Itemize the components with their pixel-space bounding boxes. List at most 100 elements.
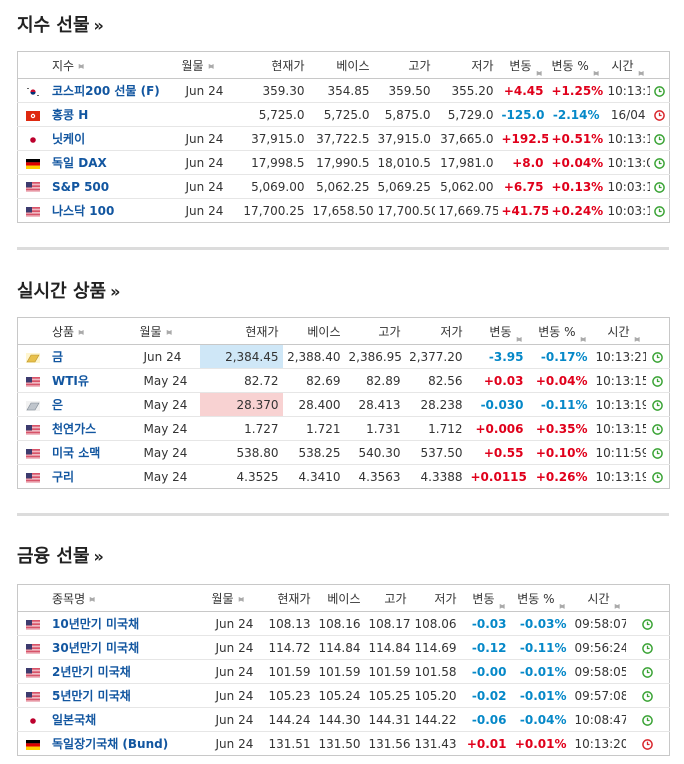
instrument-link[interactable]: 나스닥 100 — [52, 204, 115, 218]
table-row[interactable]: 독일장기국채 (Bund) Jun 24 131.51 131.50 131.56 131… — [18, 732, 670, 756]
update-time: 10:13:19 — [591, 392, 646, 417]
sort-icon[interactable]: ▲▼ — [558, 603, 566, 604]
clock-cell — [649, 102, 670, 127]
column-header-6[interactable]: 변동 ▲▼ — [460, 584, 511, 612]
instrument-link[interactable]: S&P 500 — [52, 179, 110, 194]
section-title-text[interactable]: 지수 선물 — [17, 15, 90, 36]
section-title-text[interactable]: 실시간 상품 — [17, 281, 107, 302]
sort-icon[interactable]: ▲▼ — [613, 603, 621, 604]
column-header-4[interactable]: 고가 — [373, 51, 435, 79]
column-header-0[interactable]: 상품 ▲▼ — [17, 317, 136, 345]
instrument-cell: 독일장기국채 (Bund) — [18, 732, 208, 756]
section-title-index-futures[interactable]: 지수 선물» — [17, 14, 669, 38]
column-header-0[interactable]: 종목명 ▲▼ — [17, 584, 208, 612]
sort-icon[interactable]: ▲▼ — [89, 596, 97, 597]
table-row[interactable]: 30년만기 미국채 Jun 24 114.72 114.84 114.84 114.69-… — [17, 635, 670, 660]
high-price: 540.30 — [344, 440, 405, 465]
section-title-text[interactable]: 금융 선물 — [17, 546, 90, 567]
instrument-link[interactable]: 일본국채 — [52, 713, 97, 727]
table-row[interactable]: 구리 May 24 4.3525 4.3410 4.3563 4.3388 +0.0115 +… — [18, 465, 670, 489]
us-flag-icon — [26, 619, 40, 630]
instrument-link[interactable]: 독일장기국채 (Bund) — [52, 737, 169, 751]
column-header-5[interactable]: 저가 — [404, 317, 467, 345]
instrument-link[interactable]: 10년만기 미국채 — [52, 617, 140, 631]
table-row[interactable]: 나스닥 100 Jun 24 17,700.25 17,658.50 17,700.50… — [18, 199, 670, 223]
update-time: 10:13:15 — [591, 416, 646, 441]
more-arrow-icon[interactable]: » — [93, 16, 104, 35]
column-header-4[interactable]: 고가 — [344, 317, 405, 345]
table-row[interactable]: 2년만기 미국채 Jun 24 101.59 101.59 101.59 101.58 -0… — [17, 659, 670, 684]
change-percent: -0.11% — [510, 635, 571, 660]
update-time: 10:03:17 — [607, 203, 650, 218]
column-header-8[interactable]: 시간 ▲▼ — [591, 317, 646, 345]
instrument-link[interactable]: 천연가스 — [52, 422, 97, 436]
commodities-table: 상품 ▲▼ 월물 ▲▼ 현재가 베이스 고가 저가 변동 ▲▼ 변동 % ▲▼ 시간 ▲▼ 금 Jun 24 2… — [17, 317, 670, 489]
instrument-link[interactable]: 금 — [52, 350, 64, 364]
column-header-label: 저가 — [440, 324, 463, 339]
table-row[interactable]: 천연가스 May 24 1.727 1.721 1.731 1.712 +0.006 +0.3… — [17, 416, 670, 441]
sort-icon[interactable]: ▲▼ — [535, 70, 543, 71]
sort-icon[interactable]: ▲▼ — [77, 329, 86, 330]
table-row[interactable]: 5년만기 미국채 Jun 24 105.23 105.24 105.25 105.20 -0… — [17, 683, 670, 708]
sort-icon[interactable]: ▲▼ — [498, 603, 506, 604]
instrument-link[interactable]: 홍콩 H — [52, 108, 89, 122]
more-arrow-icon[interactable]: » — [93, 547, 104, 566]
instrument-link[interactable]: 닛케이 — [52, 132, 86, 146]
sort-icon[interactable]: ▲▼ — [77, 63, 86, 64]
more-arrow-icon[interactable]: » — [110, 282, 121, 301]
table-row[interactable]: 금 Jun 24 2,384.45 2,388.40 2,386.95 2,377.20-… — [17, 344, 670, 369]
column-header-1[interactable]: 월물 ▲▼ — [135, 317, 200, 345]
instrument-link[interactable]: 2년만기 미국채 — [52, 665, 131, 679]
sort-icon[interactable]: ▲▼ — [515, 336, 523, 337]
column-header-8[interactable]: 시간 ▲▼ — [570, 584, 626, 612]
column-header-3[interactable]: 베이스 — [308, 51, 374, 79]
column-header-7[interactable]: 변동 % ▲▼ — [510, 584, 571, 612]
table-row[interactable]: 미국 소맥 May 24 538.80 538.25 540.30 537.50 +0.55… — [17, 440, 670, 465]
sort-icon[interactable]: ▲▼ — [207, 63, 215, 64]
column-header-2[interactable]: 현재가 — [199, 317, 283, 345]
column-header-1[interactable]: 월물 ▲▼ — [207, 584, 260, 612]
column-header-6[interactable]: 변동 ▲▼ — [466, 317, 528, 345]
column-header-5[interactable]: 저가 — [434, 51, 498, 79]
column-header-2[interactable]: 현재가 — [233, 51, 309, 79]
column-header-6[interactable]: 변동 ▲▼ — [497, 51, 548, 79]
column-header-3[interactable]: 베이스 — [282, 317, 345, 345]
instrument-link[interactable]: 미국 소맥 — [52, 446, 101, 460]
column-header-1[interactable]: 월물 ▲▼ — [177, 51, 234, 79]
sort-icon[interactable]: ▲▼ — [579, 336, 587, 337]
section-title-commodities[interactable]: 실시간 상품» — [17, 280, 669, 304]
column-header-7[interactable]: 변동 % ▲▼ — [547, 51, 604, 79]
instrument-link[interactable]: 5년만기 미국채 — [52, 689, 131, 703]
column-header-8[interactable]: 시간 ▲▼ — [603, 51, 650, 79]
table-row[interactable]: S&P 500 Jun 24 5,069.00 5,062.25 5,069.25 5,0… — [17, 174, 670, 199]
instrument-link[interactable]: 30년만기 미국채 — [52, 641, 140, 655]
table-row[interactable]: 일본국채 Jun 24 144.24 144.30 144.31 144.22 -0.06-… — [17, 707, 670, 732]
update-time: 10:13:20 — [574, 736, 626, 751]
table-row[interactable]: 홍콩 H 5,725.0 5,725.0 5,875.0 5,729.0 -125.0 -2… — [17, 102, 670, 127]
instrument-link[interactable]: 코스피200 선물 (F) — [52, 84, 160, 98]
instrument-link[interactable]: 독일 DAX — [52, 156, 107, 170]
instrument-link[interactable]: WTI유 — [52, 374, 89, 388]
table-row[interactable]: 10년만기 미국채 Jun 24 108.13 108.16 108.17 108.06-… — [17, 611, 670, 636]
sort-icon[interactable]: ▲▼ — [237, 596, 245, 597]
table-row[interactable]: 독일 DAX Jun 24 17,998.5 17,990.5 18,010.5 17,9… — [17, 150, 670, 175]
table-row[interactable]: WTI유 May 24 82.72 82.69 82.89 82.56 +0.03 +0.04… — [17, 368, 670, 393]
column-header-2[interactable]: 현재가 — [259, 584, 315, 612]
sort-icon[interactable]: ▲▼ — [165, 329, 173, 330]
column-header-4[interactable]: 고가 — [364, 584, 411, 612]
table-row[interactable]: 닛케이 Jun 24 37,915.0 37,722.5 37,915.0 37,665.… — [17, 126, 670, 151]
sort-icon[interactable]: ▲▼ — [633, 336, 641, 337]
column-header-3[interactable]: 베이스 — [314, 584, 365, 612]
high-price: 5,069.25 — [373, 174, 435, 199]
index-futures-section: 지수 선물» 지수 ▲▼ 월물 ▲▼ 현재가 베이스 고가 저가 변동 ▲▼ 변동 % ▲▼ 시간 ▲▼ 코… — [17, 14, 670, 223]
column-header-7[interactable]: 변동 % ▲▼ — [527, 317, 592, 345]
sort-icon[interactable]: ▲▼ — [592, 70, 600, 71]
table-row[interactable]: 코스피200 선물 (F) Jun 24 359.30 354.85 359.50 355… — [17, 78, 670, 103]
section-title-financial-futures[interactable]: 금융 선물» — [17, 545, 669, 569]
sort-icon[interactable]: ▲▼ — [637, 70, 645, 71]
column-header-0[interactable]: 지수 ▲▼ — [17, 51, 178, 79]
instrument-link[interactable]: 은 — [52, 398, 64, 412]
column-header-5[interactable]: 저가 — [410, 584, 461, 612]
instrument-link[interactable]: 구리 — [52, 470, 75, 484]
table-row[interactable]: 은 May 24 28.370 28.400 28.413 28.238 -0.030 -0.… — [17, 392, 670, 417]
